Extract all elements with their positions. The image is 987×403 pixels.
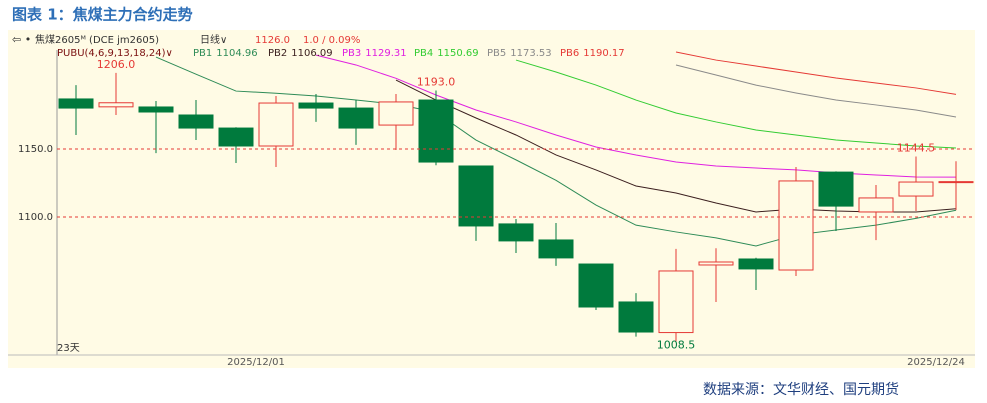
candle-body <box>658 270 694 334</box>
candle-body <box>858 197 894 213</box>
candle-body <box>458 165 494 227</box>
candle-body <box>98 102 134 108</box>
candle-body <box>378 101 414 126</box>
candle-body <box>258 102 294 147</box>
candle-body <box>538 239 574 259</box>
high-label: 1206.0 <box>97 58 136 71</box>
candle-body <box>138 106 174 113</box>
high-label: 1193.0 <box>417 76 456 89</box>
legend-value: 1104.96 <box>216 48 257 59</box>
legend-value: 1190.17 <box>583 48 624 59</box>
last-price: 1126.0 <box>255 35 290 46</box>
legend-label: PB6 1190.17 <box>560 48 625 59</box>
symbol: 焦煤2605ᴹ (DCE jm2605) <box>35 33 159 46</box>
period: 日线∨ <box>200 33 227 46</box>
change: 1.0 / 0.09% <box>303 35 360 46</box>
candle-body <box>938 181 974 184</box>
candle-body <box>698 261 734 266</box>
candle-body <box>898 181 934 197</box>
legend-name: PB2 <box>268 48 287 59</box>
candle-body <box>778 180 814 271</box>
plot <box>58 51 974 342</box>
ma-line <box>155 56 957 247</box>
source: 数据来源：文华财经、国元期货 <box>703 381 899 398</box>
legend-label: PB2 1106.09 <box>268 48 333 59</box>
legend-name: PB4 <box>414 48 433 59</box>
candle-body <box>738 258 774 270</box>
legend-name: PB6 <box>560 48 579 59</box>
y-tick-label: 1100.0 <box>18 212 53 223</box>
high-label: 1144.5 <box>897 141 936 154</box>
legend-label: PB5 1173.53 <box>487 48 552 59</box>
ma-line <box>675 64 957 118</box>
legend-label: PB4 1150.69 <box>414 48 479 59</box>
legend-value: 1150.69 <box>437 48 478 59</box>
legend-name: PB3 <box>342 48 361 59</box>
candle-body <box>338 107 374 129</box>
candle-body <box>818 171 854 207</box>
candle-body <box>218 127 254 147</box>
ma-line <box>675 51 957 95</box>
ma-line <box>515 59 957 149</box>
x-tick-label: 2025/12/01 <box>227 357 285 368</box>
candle-body <box>178 114 214 129</box>
bar-count: 23天 <box>57 343 80 354</box>
legend-value: 1106.09 <box>291 48 332 59</box>
low-label: 1008.5 <box>657 338 696 351</box>
legend-label: PB1 1104.96 <box>193 48 258 59</box>
back-icon: ⇦ • <box>12 33 31 46</box>
legend-name: PB1 <box>193 48 212 59</box>
candle-body <box>58 98 94 109</box>
candle-body <box>418 99 454 163</box>
chart-title: 图表 1：焦煤主力合约走势 <box>12 6 193 24</box>
candle-body <box>498 223 534 242</box>
candle-body <box>618 301 654 333</box>
candle-body <box>298 102 334 109</box>
legend-label: PB3 1129.31 <box>342 48 407 59</box>
legend-value: 1129.31 <box>365 48 406 59</box>
x-tick-label: 2025/12/24 <box>907 357 965 368</box>
legend-name: PB5 <box>487 48 506 59</box>
legend-value: 1173.53 <box>510 48 551 59</box>
y-tick-label: 1150.0 <box>18 144 53 155</box>
candle-body <box>578 263 614 308</box>
indicator: PUBU(4,6,9,13,18,24)∨ <box>57 48 173 59</box>
